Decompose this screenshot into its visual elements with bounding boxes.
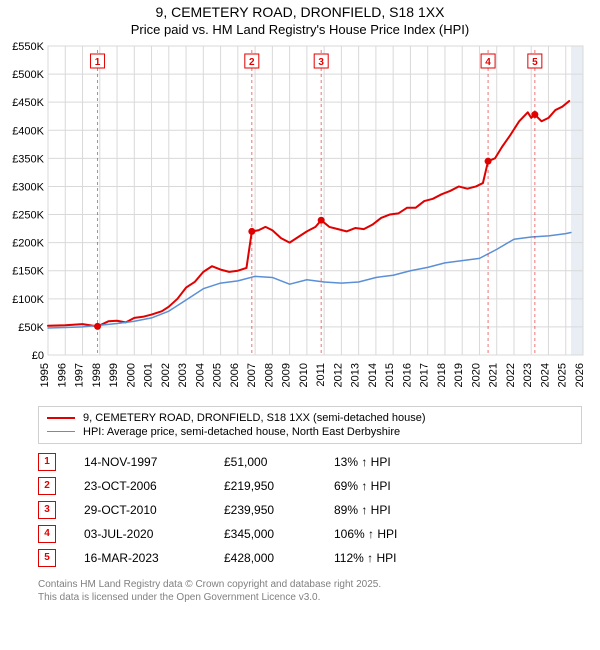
svg-text:£300K: £300K xyxy=(12,181,44,193)
svg-text:2012: 2012 xyxy=(332,363,344,387)
svg-text:£450K: £450K xyxy=(12,97,44,109)
svg-text:1996: 1996 xyxy=(56,363,68,387)
sale-price: £219,950 xyxy=(224,479,334,493)
legend-label: HPI: Average price, semi-detached house,… xyxy=(83,426,400,438)
svg-text:2: 2 xyxy=(249,57,255,68)
svg-text:2014: 2014 xyxy=(366,363,378,387)
svg-text:4: 4 xyxy=(485,57,491,68)
sale-delta-hpi: 69% ↑ HPI xyxy=(334,479,494,493)
footer-line2: This data is licensed under the Open Gov… xyxy=(38,591,582,604)
sale-date: 29-OCT-2010 xyxy=(84,503,224,517)
svg-text:£0: £0 xyxy=(31,350,43,362)
svg-text:1997: 1997 xyxy=(73,363,85,387)
svg-text:£150K: £150K xyxy=(12,265,44,277)
svg-text:£550K: £550K xyxy=(12,41,44,53)
sale-delta-hpi: 89% ↑ HPI xyxy=(334,503,494,517)
chart-title-line2: Price paid vs. HM Land Registry's House … xyxy=(0,22,600,38)
sales-table: 1 14-NOV-1997£51,00013% ↑ HPI 2 23-OCT-2006… xyxy=(38,450,582,570)
svg-text:2020: 2020 xyxy=(470,363,482,387)
svg-text:2025: 2025 xyxy=(556,363,568,387)
sale-date: 14-NOV-1997 xyxy=(84,455,224,469)
legend-label: 9, CEMETERY ROAD, DRONFIELD, S18 1XX (se… xyxy=(83,412,426,424)
svg-text:£500K: £500K xyxy=(12,69,44,81)
svg-text:2017: 2017 xyxy=(418,363,430,387)
sale-delta-hpi: 106% ↑ HPI xyxy=(334,527,494,541)
series-property xyxy=(48,101,569,326)
legend-item: HPI: Average price, semi-detached house,… xyxy=(47,425,573,439)
price-vs-hpi-chart: £0 £50K £100K £150K £200K £250K £300K £350K £400… xyxy=(8,40,593,400)
sale-date: 16-MAR-2023 xyxy=(84,551,224,565)
series-hpi xyxy=(48,232,571,328)
chart-legend: 9, CEMETERY ROAD, DRONFIELD, S18 1XX (se… xyxy=(38,406,582,444)
sale-date: 23-OCT-2006 xyxy=(84,479,224,493)
svg-text:2013: 2013 xyxy=(349,363,361,387)
svg-text:£100K: £100K xyxy=(12,294,44,306)
sale-date: 03-JUL-2020 xyxy=(84,527,224,541)
sales-row: 1 14-NOV-1997£51,00013% ↑ HPI xyxy=(38,450,582,474)
svg-text:£50K: £50K xyxy=(18,322,44,334)
svg-text:2026: 2026 xyxy=(574,363,586,387)
svg-text:2001: 2001 xyxy=(142,363,154,387)
legend-item: 9, CEMETERY ROAD, DRONFIELD, S18 1XX (se… xyxy=(47,411,573,425)
sales-row: 3 29-OCT-2010£239,95089% ↑ HPI xyxy=(38,498,582,522)
svg-text:2008: 2008 xyxy=(263,363,275,387)
sale-price: £239,950 xyxy=(224,503,334,517)
legend-swatch xyxy=(47,417,75,419)
svg-text:5: 5 xyxy=(532,57,538,68)
svg-text:£200K: £200K xyxy=(12,237,44,249)
svg-text:2011: 2011 xyxy=(315,363,327,387)
svg-text:1999: 1999 xyxy=(108,363,120,387)
svg-text:1: 1 xyxy=(94,57,100,68)
svg-text:2015: 2015 xyxy=(384,363,396,387)
chart-title-line1: 9, CEMETERY ROAD, DRONFIELD, S18 1XX xyxy=(0,4,600,22)
sale-price: £51,000 xyxy=(224,455,334,469)
svg-text:2023: 2023 xyxy=(522,363,534,387)
svg-text:2022: 2022 xyxy=(504,363,516,387)
svg-text:2007: 2007 xyxy=(246,363,258,387)
sale-marker: 3 xyxy=(38,501,56,519)
svg-text:£250K: £250K xyxy=(12,209,44,221)
svg-text:2019: 2019 xyxy=(453,363,465,387)
sale-marker: 5 xyxy=(38,549,56,567)
svg-text:2003: 2003 xyxy=(177,363,189,387)
chart-footer: Contains HM Land Registry data © Crown c… xyxy=(38,578,582,604)
svg-text:3: 3 xyxy=(318,57,324,68)
footer-line1: Contains HM Land Registry data © Crown c… xyxy=(38,578,582,591)
svg-text:2018: 2018 xyxy=(435,363,447,387)
sale-marker: 1 xyxy=(38,453,56,471)
legend-swatch xyxy=(47,431,75,432)
sale-price: £428,000 xyxy=(224,551,334,565)
svg-text:2005: 2005 xyxy=(211,363,223,387)
svg-text:1998: 1998 xyxy=(90,363,102,387)
svg-text:2002: 2002 xyxy=(159,363,171,387)
svg-text:2016: 2016 xyxy=(401,363,413,387)
svg-text:1995: 1995 xyxy=(39,363,51,387)
sale-marker: 4 xyxy=(38,525,56,543)
sales-row: 4 03-JUL-2020£345,000106% ↑ HPI xyxy=(38,522,582,546)
svg-text:2000: 2000 xyxy=(125,363,137,387)
svg-text:£350K: £350K xyxy=(12,153,44,165)
svg-text:2021: 2021 xyxy=(487,363,499,387)
svg-text:2009: 2009 xyxy=(280,363,292,387)
sales-row: 5 16-MAR-2023£428,000112% ↑ HPI xyxy=(38,546,582,570)
svg-text:£400K: £400K xyxy=(12,125,44,137)
sale-marker: 2 xyxy=(38,477,56,495)
sales-row: 2 23-OCT-2006£219,95069% ↑ HPI xyxy=(38,474,582,498)
svg-text:2010: 2010 xyxy=(297,363,309,387)
sale-delta-hpi: 13% ↑ HPI xyxy=(334,455,494,469)
sale-delta-hpi: 112% ↑ HPI xyxy=(334,551,494,565)
svg-text:2006: 2006 xyxy=(228,363,240,387)
svg-text:2024: 2024 xyxy=(539,363,551,387)
svg-text:2004: 2004 xyxy=(194,363,206,387)
sale-price: £345,000 xyxy=(224,527,334,541)
chart-title-block: 9, CEMETERY ROAD, DRONFIELD, S18 1XX Pri… xyxy=(0,0,600,38)
